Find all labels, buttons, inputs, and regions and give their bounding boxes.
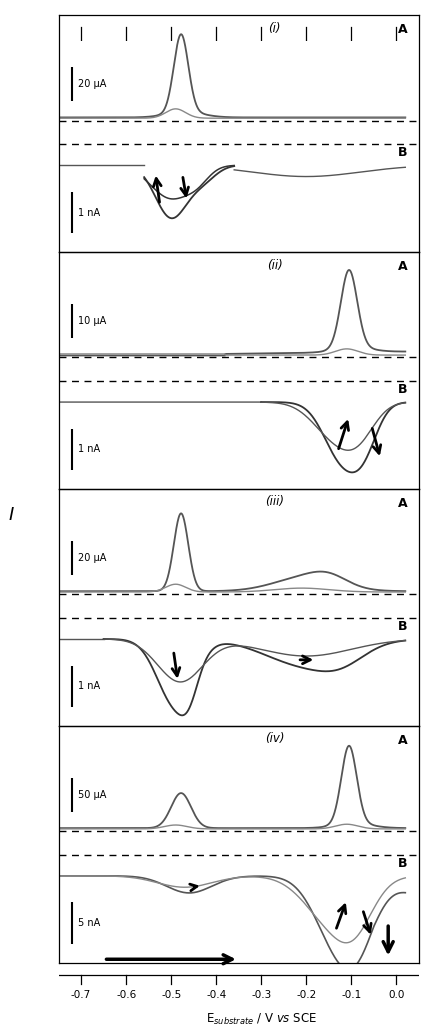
Text: B: B <box>398 620 408 633</box>
Text: B: B <box>398 383 408 397</box>
Text: A: A <box>398 261 408 273</box>
Text: 1 nA: 1 nA <box>79 445 101 454</box>
Text: -0.3: -0.3 <box>251 990 271 1000</box>
Text: E$_{substrate}$ / V $\it{vs}$ SCE: E$_{substrate}$ / V $\it{vs}$ SCE <box>206 1011 317 1027</box>
Text: -0.2: -0.2 <box>296 990 316 1000</box>
Text: 50 μA: 50 μA <box>79 790 107 799</box>
Text: (iii): (iii) <box>265 495 284 509</box>
Text: B: B <box>398 857 408 870</box>
Text: 1 nA: 1 nA <box>79 208 101 217</box>
Text: 5 nA: 5 nA <box>79 919 101 928</box>
Text: -0.5: -0.5 <box>161 990 181 1000</box>
Text: 20 μA: 20 μA <box>79 79 107 89</box>
Text: 1 nA: 1 nA <box>79 682 101 691</box>
Text: A: A <box>398 497 408 510</box>
Text: -0.1: -0.1 <box>341 990 362 1000</box>
Text: -0.6: -0.6 <box>116 990 136 1000</box>
Text: A: A <box>398 734 408 747</box>
Text: 20 μA: 20 μA <box>79 553 107 562</box>
Text: (ii): (ii) <box>267 259 283 272</box>
Text: -0.4: -0.4 <box>206 990 226 1000</box>
Text: I: I <box>8 506 13 524</box>
Text: (i): (i) <box>269 22 281 35</box>
Text: (iv): (iv) <box>265 732 284 746</box>
Text: 0.0: 0.0 <box>388 990 404 1000</box>
Text: B: B <box>398 146 408 160</box>
Text: 10 μA: 10 μA <box>79 316 107 325</box>
Text: -0.7: -0.7 <box>71 990 91 1000</box>
Text: A: A <box>398 24 408 36</box>
